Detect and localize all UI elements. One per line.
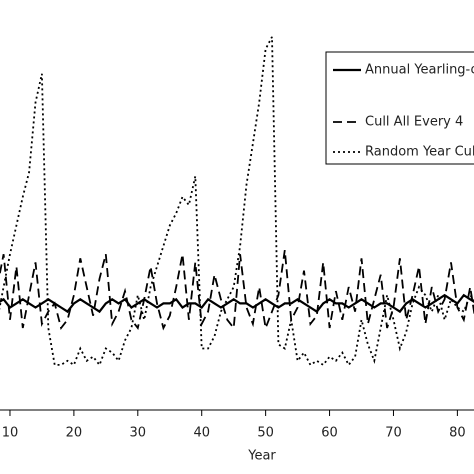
x-tick-label: 20 [66,426,83,441]
x-tick-label: 30 [130,426,147,441]
x-tick-label: 60 [321,426,338,441]
x-tick-label: 80 [449,426,466,441]
legend-label: Random Year Cull [365,145,474,160]
plot-area [0,36,474,367]
legend-label: Cull All Every 4 [365,115,463,130]
legend-entries: Annual Yearling-on Cull All Every 4 Random… [333,63,474,160]
x-axis-label: Year [247,449,276,464]
x-tick-label: 70 [385,426,402,441]
legend-label: Annual Yearling-on [365,63,474,78]
x-tick-label: 50 [257,426,274,441]
series-line [0,293,474,314]
series-line [0,249,474,332]
x-tick-label: 10 [2,426,19,441]
x-tick-label: 40 [193,426,210,441]
